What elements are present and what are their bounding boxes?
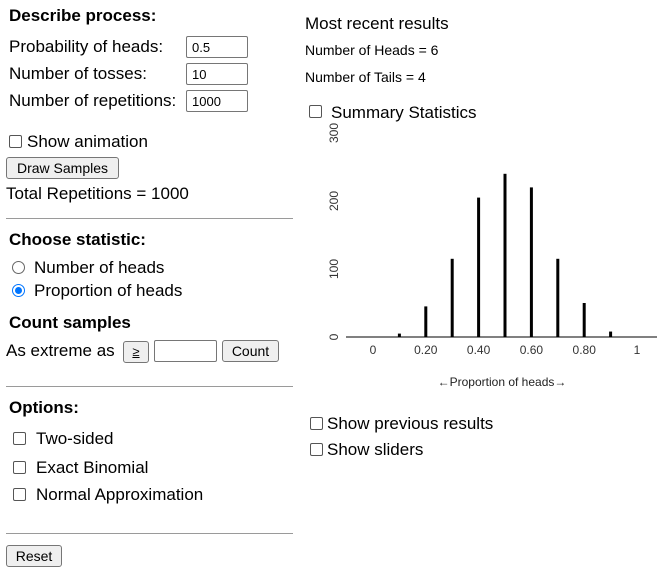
x-tick-label: 0.80 bbox=[573, 343, 597, 357]
total-repetitions: Total Repetitions = 1000 bbox=[6, 184, 189, 203]
radio-number-of-heads[interactable] bbox=[12, 261, 25, 274]
reset-button[interactable]: Reset bbox=[6, 545, 62, 567]
normal-approximation-label: Normal Approximation bbox=[36, 485, 204, 504]
show-animation-checkbox[interactable] bbox=[9, 135, 22, 148]
summary-statistics-label: Summary Statistics bbox=[331, 103, 477, 122]
y-tick-labels: 0 100 200 300 bbox=[327, 123, 341, 341]
tails-count: Number of Tails = 4 bbox=[305, 69, 426, 85]
two-sided-label: Two-sided bbox=[36, 429, 114, 448]
bar bbox=[503, 173, 507, 337]
summary-statistics-checkbox[interactable] bbox=[309, 105, 322, 118]
show-previous-label: Show previous results bbox=[327, 414, 494, 433]
x-tick-label: 0.40 bbox=[467, 343, 491, 357]
show-sliders-checkbox[interactable] bbox=[310, 443, 323, 456]
count-samples-heading: Count samples bbox=[9, 313, 131, 332]
describe-heading: Describe process: bbox=[9, 6, 157, 25]
x-tick-label: 0.20 bbox=[414, 343, 438, 357]
x-tick-label: 0.60 bbox=[520, 343, 544, 357]
divider bbox=[6, 218, 293, 219]
bar bbox=[582, 303, 586, 337]
repetitions-label: Number of repetitions: bbox=[9, 91, 177, 110]
normal-approximation-checkbox[interactable] bbox=[13, 488, 26, 501]
heads-count: Number of Heads = 6 bbox=[305, 42, 439, 58]
x-tick-labels: 0 0.20 0.40 0.60 0.80 1 bbox=[370, 343, 641, 357]
comparator-button[interactable]: ≥ bbox=[123, 341, 149, 363]
y-tick-label: 100 bbox=[327, 259, 341, 279]
probability-input[interactable] bbox=[186, 36, 248, 58]
x-tick-label: 1 bbox=[634, 343, 641, 357]
as-extreme-label: As extreme as bbox=[6, 341, 115, 360]
exact-binomial-label: Exact Binomial bbox=[36, 458, 149, 477]
draw-samples-button[interactable]: Draw Samples bbox=[6, 157, 119, 179]
divider bbox=[6, 533, 293, 534]
tosses-label: Number of tosses: bbox=[9, 64, 147, 83]
divider bbox=[6, 386, 293, 387]
bar bbox=[397, 333, 401, 337]
options-heading: Options: bbox=[9, 398, 79, 417]
recent-results-heading: Most recent results bbox=[305, 14, 449, 33]
show-sliders-label: Show sliders bbox=[327, 440, 424, 459]
tosses-input[interactable] bbox=[186, 63, 248, 85]
choose-statistic-heading: Choose statistic: bbox=[9, 230, 146, 249]
y-tick-label: 200 bbox=[327, 191, 341, 211]
show-animation-label: Show animation bbox=[27, 132, 148, 151]
y-tick-label: 300 bbox=[327, 123, 341, 143]
show-previous-checkbox[interactable] bbox=[310, 417, 323, 430]
two-sided-checkbox[interactable] bbox=[13, 432, 26, 445]
radio-proportion-of-heads[interactable] bbox=[12, 284, 25, 297]
bar bbox=[609, 331, 613, 337]
bars bbox=[397, 173, 613, 337]
x-axis-label: ←Proportion of heads→ bbox=[438, 375, 567, 389]
bar bbox=[529, 187, 533, 337]
radio-number-of-heads-label: Number of heads bbox=[34, 258, 165, 277]
bar bbox=[556, 258, 560, 337]
bar bbox=[424, 306, 428, 337]
count-value-input[interactable] bbox=[154, 340, 217, 362]
radio-proportion-of-heads-label: Proportion of heads bbox=[34, 281, 183, 300]
repetitions-input[interactable] bbox=[186, 90, 248, 112]
bar bbox=[477, 197, 481, 337]
exact-binomial-checkbox[interactable] bbox=[13, 461, 26, 474]
x-tick-label: 0 bbox=[370, 343, 377, 357]
bar bbox=[450, 258, 454, 337]
probability-label: Probability of heads: bbox=[9, 37, 164, 56]
y-tick-label: 0 bbox=[327, 333, 341, 340]
count-button[interactable]: Count bbox=[222, 340, 279, 362]
